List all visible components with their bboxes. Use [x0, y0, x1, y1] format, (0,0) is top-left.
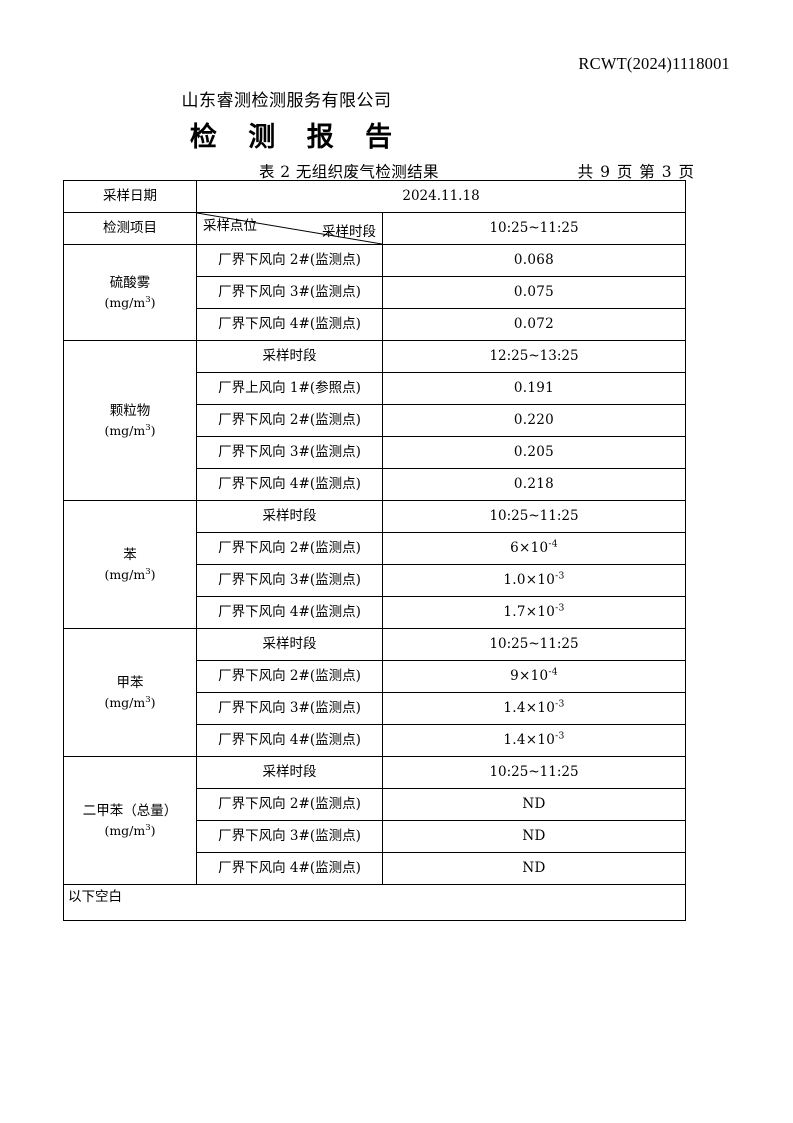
point-header: 采样点位: [203, 218, 257, 235]
sampling-point: 厂界下风向 3#(监测点): [196, 436, 383, 469]
sampling-date-row: 采样日期 2024.11.18: [63, 180, 687, 213]
sampling-point: 厂界下风向 2#(监测点): [196, 660, 383, 693]
sampling-period-label: 采样时段: [196, 500, 383, 533]
analyte-label: 二甲苯（总量） (mg/m3): [63, 756, 197, 885]
measurement-row: 厂界下风向 2#(监测点) 6×10-4: [64, 532, 687, 565]
analyte-label: 颗粒物 (mg/m3): [63, 340, 197, 501]
sampling-point: 厂界下风向 2#(监测点): [196, 532, 383, 565]
point-period-split-header: 采样时段 采样点位: [196, 212, 383, 245]
period-header: 采样时段: [322, 224, 376, 240]
blank-note-row: 以下空白: [62, 884, 687, 921]
measurement-row: 厂界下风向 4#(监测点) 0.218: [64, 468, 687, 501]
sampling-date-label: 采样日期: [63, 180, 197, 213]
sampling-point: 厂界下风向 2#(监测点): [196, 788, 383, 821]
diagonal-divider-icon: [197, 213, 382, 244]
table-caption: 表 2 无组织废气检测结果: [259, 163, 439, 181]
analyte-label: 硫酸雾 (mg/m3): [63, 244, 197, 341]
measurement-row: 厂界下风向 2#(监测点) 9×10-4: [64, 660, 687, 693]
measurement-row: 厂界下风向 4#(监测点) 1.4×10-3: [64, 724, 687, 757]
sampling-date-value: 2024.11.18: [195, 180, 687, 213]
measured-value: 0.205: [381, 436, 687, 469]
subtitle-row: 表 2 无组织废气检测结果 共 9 页 第 3 页: [63, 160, 694, 182]
measurement-row: 厂界下风向 3#(监测点) 1.0×10-3: [64, 564, 687, 597]
measured-value: 0.220: [381, 404, 687, 437]
results-table-body: 采样日期 2024.11.18 检测项目 采样时段 采样点位 10:25~11:25 硫酸雾…: [62, 180, 687, 921]
measured-value: 1.0×10-3: [381, 564, 687, 597]
sampling-period-row: 苯 (mg/m3) 采样时段 10:25~11:25: [63, 500, 687, 629]
document-title: 检 测 报 告: [189, 122, 404, 153]
sampling-period-label: 采样时段: [196, 756, 383, 789]
sampling-point: 厂界下风向 4#(监测点): [196, 596, 383, 629]
sampling-point: 厂界下风向 3#(监测点): [196, 820, 383, 853]
sampling-period-label: 采样时段: [196, 340, 383, 373]
analyte-label: 甲苯 (mg/m3): [63, 628, 197, 757]
sampling-period-value: 12:25~13:25: [381, 340, 687, 373]
sampling-point: 厂界上风向 1#(参照点): [196, 372, 383, 405]
measured-value: ND: [381, 788, 687, 821]
measurement-row: 厂界下风向 3#(监测点) 0.205: [64, 436, 687, 469]
measured-value: 0.072: [381, 308, 687, 341]
measured-value: 1.7×10-3: [381, 596, 687, 629]
sampling-point: 厂界下风向 3#(监测点): [196, 564, 383, 597]
sampling-point: 厂界下风向 4#(监测点): [196, 852, 383, 885]
measured-value: 0.191: [381, 372, 687, 405]
sampling-period-value: 10:25~11:25: [381, 628, 687, 661]
sampling-period-row: 甲苯 (mg/m3) 采样时段 10:25~11:25: [63, 628, 687, 757]
measured-value: ND: [381, 820, 687, 853]
sampling-point: 厂界下风向 2#(监测点): [196, 404, 383, 437]
sampling-period-value: 10:25~11:25: [381, 756, 687, 789]
sampling-point: 厂界下风向 4#(监测点): [196, 468, 383, 501]
measurement-row: 厂界上风向 1#(参照点) 0.191: [64, 372, 687, 405]
measured-value: ND: [381, 852, 687, 885]
measured-value: 0.075: [381, 276, 687, 309]
sampling-period-value: 10:25~11:25: [381, 500, 687, 533]
sampling-point: 厂界下风向 4#(监测点): [196, 724, 383, 757]
blank-note: 以下空白: [62, 884, 687, 921]
results-table: 采样日期 2024.11.18 检测项目 采样时段 采样点位 10:25~11:25 硫酸雾…: [62, 180, 687, 921]
item-header: 检测项目: [63, 212, 197, 245]
sampling-point: 厂界下风向 2#(监测点): [196, 244, 383, 277]
header-period-value: 10:25~11:25: [381, 212, 687, 245]
measured-value: 6×10-4: [381, 532, 687, 565]
measured-value: 0.218: [381, 468, 687, 501]
measurement-row: 硫酸雾 (mg/m3) 厂界下风向 2#(监测点) 0.068: [63, 244, 687, 341]
sampling-period-row: 二甲苯（总量） (mg/m3) 采样时段 10:25~11:25: [63, 756, 687, 885]
measurement-row: 厂界下风向 3#(监测点) 0.075: [64, 276, 687, 309]
sampling-period-row: 颗粒物 (mg/m3) 采样时段 12:25~13:25: [63, 340, 687, 501]
sampling-point: 厂界下风向 3#(监测点): [196, 276, 383, 309]
sampling-point: 厂界下风向 3#(监测点): [196, 692, 383, 725]
measured-value: 1.4×10-3: [381, 692, 687, 725]
sampling-period-label: 采样时段: [196, 628, 383, 661]
company-name: 山东睿测检测服务有限公司: [181, 91, 392, 111]
analyte-label: 苯 (mg/m3): [63, 500, 197, 629]
measured-value: 1.4×10-3: [381, 724, 687, 757]
sampling-point: 厂界下风向 4#(监测点): [196, 308, 383, 341]
measured-value: 9×10-4: [381, 660, 687, 693]
measurement-row: 厂界下风向 3#(监测点) ND: [64, 820, 687, 853]
page-indicator: 共 9 页 第 3 页: [577, 163, 695, 181]
measured-value: 0.068: [381, 244, 687, 277]
header-row: 检测项目 采样时段 采样点位 10:25~11:25: [63, 212, 687, 245]
report-number: RCWT(2024)1118001: [578, 54, 730, 73]
